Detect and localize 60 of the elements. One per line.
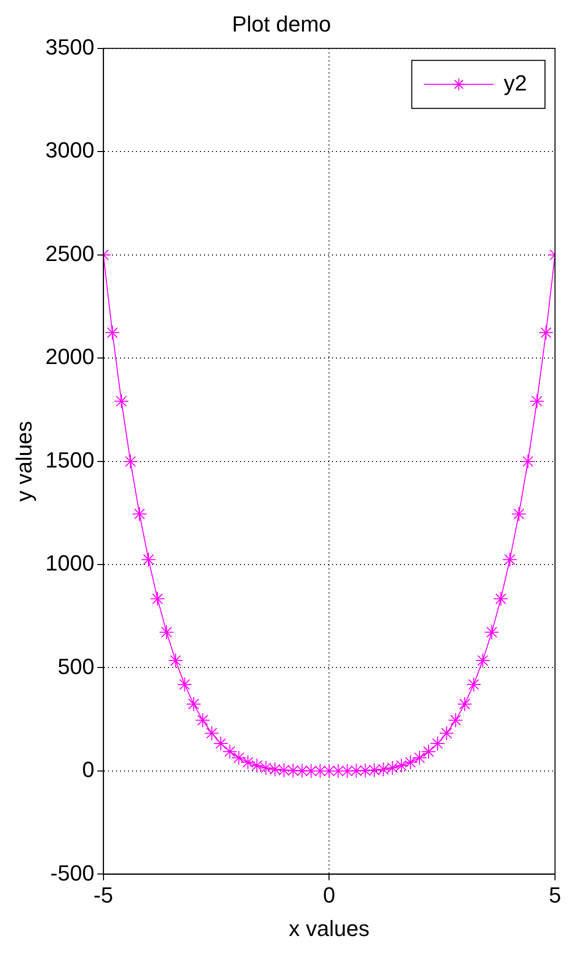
point — [240, 754, 256, 770]
point — [358, 763, 373, 778]
point — [448, 712, 464, 728]
x-tick-label: 0 — [323, 882, 336, 908]
point — [159, 624, 174, 640]
y-axis-title: y values — [11, 420, 36, 502]
y-tick-label: 1000 — [45, 550, 94, 576]
x-tick-label: 5 — [548, 882, 562, 908]
point — [511, 506, 526, 522]
point — [249, 758, 264, 774]
y-tick-label: 500 — [58, 654, 94, 679]
point — [457, 696, 472, 712]
point — [529, 394, 544, 409]
y-tick-label: 2500 — [45, 240, 94, 266]
point — [430, 736, 446, 752]
point — [484, 624, 500, 640]
point — [150, 591, 166, 606]
point — [177, 676, 192, 692]
y-tick-label: 3000 — [45, 138, 94, 163]
point — [348, 763, 364, 778]
point — [267, 762, 282, 777]
point — [141, 552, 156, 568]
point — [222, 744, 238, 760]
point — [421, 744, 436, 760]
point — [439, 726, 454, 741]
point — [104, 325, 120, 340]
point — [520, 454, 536, 470]
point — [384, 760, 400, 776]
point — [538, 325, 554, 340]
y-tick-label: 1500 — [45, 447, 94, 472]
point — [475, 653, 490, 668]
point — [114, 394, 129, 409]
point — [294, 763, 310, 778]
point — [258, 760, 274, 776]
point — [502, 552, 518, 568]
point — [376, 762, 391, 777]
point — [168, 653, 184, 668]
legend-label: y2 — [504, 70, 528, 96]
x-tick-label: -5 — [94, 882, 114, 908]
point — [402, 754, 418, 770]
point — [394, 758, 409, 774]
point — [213, 736, 228, 752]
point — [186, 696, 202, 712]
y-tick-label: 2000 — [45, 344, 94, 370]
point — [412, 750, 428, 766]
point — [122, 454, 138, 470]
y-tick-label: 3500 — [45, 34, 94, 60]
point — [204, 726, 220, 741]
x-axis-title: x values — [288, 916, 370, 941]
point — [466, 676, 482, 692]
point — [195, 712, 210, 728]
point — [231, 750, 246, 766]
point — [286, 763, 301, 778]
chart-title: Plot demo — [232, 11, 332, 36]
y-tick-label: 0 — [82, 757, 94, 782]
point — [493, 591, 508, 606]
y-tick-label: -500 — [50, 860, 94, 886]
point — [276, 762, 292, 778]
point — [366, 762, 382, 778]
point — [132, 506, 147, 522]
